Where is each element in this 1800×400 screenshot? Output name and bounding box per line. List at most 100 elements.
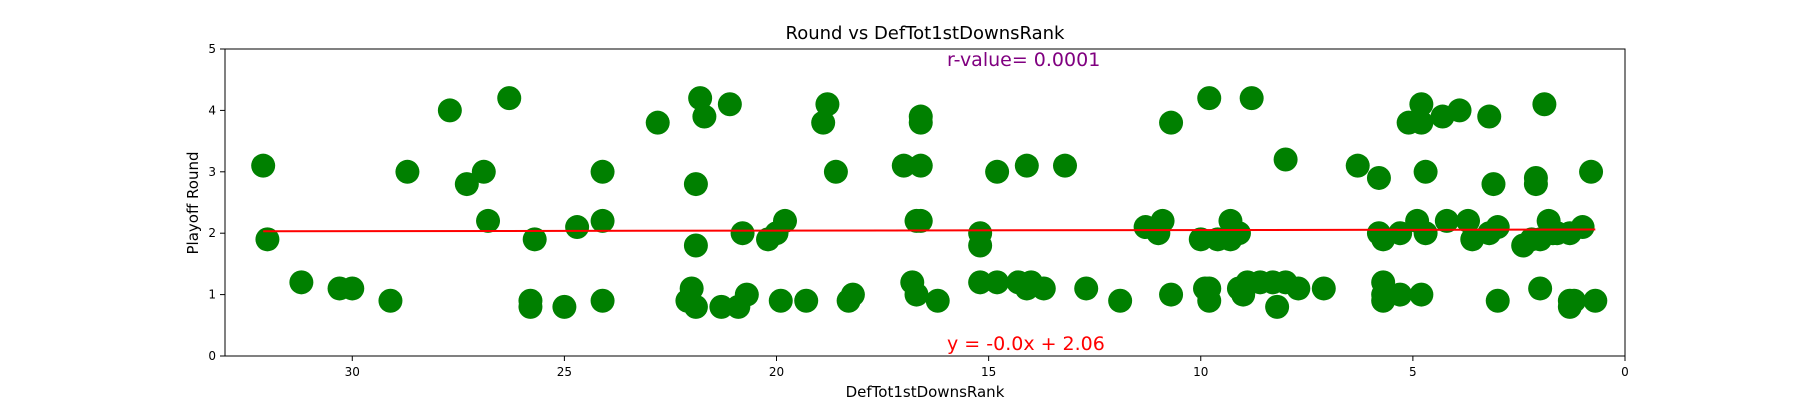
scatter-point <box>1409 92 1434 117</box>
scatter-point <box>645 110 670 135</box>
scatter-point <box>1197 288 1222 313</box>
scatter-point <box>768 288 793 313</box>
scatter-point <box>1366 165 1391 190</box>
scatter-point <box>925 288 950 313</box>
scatter-point <box>1388 221 1413 246</box>
scatter-point <box>289 270 314 295</box>
scatter-point <box>565 215 590 240</box>
axes-frame <box>224 48 1626 357</box>
scatter-point <box>1456 208 1481 233</box>
scatter-point <box>1311 276 1336 301</box>
scatter-point <box>683 172 708 197</box>
y-tick-label: 0 <box>208 349 216 363</box>
y-tick-label: 5 <box>208 42 216 56</box>
scatter-point <box>811 110 836 135</box>
scatter-point <box>1286 276 1311 301</box>
scatter-point <box>590 288 615 313</box>
y-tick-label: 1 <box>208 288 216 302</box>
scatter-point <box>679 276 704 301</box>
regression-equation: y = -0.0x + 2.06 <box>947 333 1105 355</box>
scatter-point <box>1447 98 1472 123</box>
scatter-point <box>823 159 848 184</box>
regression-line <box>263 228 1596 233</box>
scatter-point <box>794 288 819 313</box>
scatter-point <box>688 86 713 111</box>
scatter-point <box>476 208 501 233</box>
scatter-point <box>1150 208 1175 233</box>
scatter-point <box>968 233 993 258</box>
scatter-point <box>1159 110 1184 135</box>
scatter-point <box>683 233 708 258</box>
chart-title: Round vs DefTot1stDownsRank <box>786 23 1066 44</box>
scatter-point <box>590 208 615 233</box>
scatter-point <box>1188 227 1213 252</box>
x-tick-label: 15 <box>981 365 996 379</box>
plot-area: 30 25 20 15 10 5 0 0 1 2 3 4 5 <box>208 42 1628 379</box>
scatter-point <box>1413 221 1438 246</box>
y-tick-label: 4 <box>208 103 216 117</box>
scatter-point <box>1014 153 1039 178</box>
scatter-point <box>683 294 708 319</box>
scatter-point <box>1434 208 1459 233</box>
scatter-point <box>1053 153 1077 178</box>
scatter-point <box>1583 288 1608 313</box>
scatter-point <box>734 282 759 307</box>
scatter-point <box>908 153 933 178</box>
scatter-point <box>1226 221 1251 246</box>
scatter-point <box>1388 282 1413 307</box>
scatter-point <box>1485 288 1510 313</box>
scatter-point <box>454 172 479 197</box>
scatter-point <box>1074 276 1099 301</box>
scatter-point <box>773 208 797 233</box>
x-axis-label: DefTot1stDownsRank <box>846 383 1005 400</box>
x-tick-label: 20 <box>769 365 784 379</box>
scatter-point <box>378 288 403 313</box>
scatter-point <box>985 159 1010 184</box>
x-tick-label: 0 <box>1621 365 1629 379</box>
y-tick-label: 3 <box>208 165 216 179</box>
x-tick-label: 5 <box>1409 365 1417 379</box>
scatter-point <box>717 92 742 117</box>
scatter-point <box>1562 288 1587 313</box>
scatter-point <box>840 282 865 307</box>
scatter-point <box>1413 159 1438 184</box>
scatter-point <box>395 159 420 184</box>
scatter-point <box>552 294 577 319</box>
scatter-point <box>730 221 755 246</box>
scatter-point <box>522 227 547 252</box>
scatter-point <box>904 282 929 307</box>
y-axis-label: Playoff Round <box>184 151 202 254</box>
y-tick-label: 2 <box>208 226 216 240</box>
scatter-point <box>1523 172 1548 197</box>
x-axis-ticks: 30 25 20 15 10 5 0 <box>345 356 1629 379</box>
scatter-point <box>1570 215 1595 240</box>
scatter-point <box>908 208 933 233</box>
scatter-point <box>1528 276 1553 301</box>
scatter-point <box>692 104 717 129</box>
scatter-point <box>1265 294 1290 319</box>
scatter-point <box>1345 153 1370 178</box>
scatter-point <box>1197 86 1222 111</box>
scatter-points <box>251 86 1608 319</box>
scatter-point <box>497 86 522 111</box>
scatter-point <box>590 159 615 184</box>
scatter-point <box>518 294 543 319</box>
x-tick-label: 10 <box>1193 365 1208 379</box>
scatter-point <box>437 98 462 123</box>
scatter-point <box>251 153 276 178</box>
scatter-point <box>1481 172 1506 197</box>
scatter-point <box>891 153 916 178</box>
scatter-point <box>1532 92 1557 117</box>
scatter-point <box>815 92 840 117</box>
scatter-point <box>471 159 496 184</box>
scatter-point <box>1409 282 1434 307</box>
x-tick-label: 25 <box>557 365 572 379</box>
scatter-point <box>1239 86 1264 111</box>
scatter-point <box>709 294 734 319</box>
y-axis-ticks: 0 1 2 3 4 5 <box>208 42 225 363</box>
scatter-point <box>1031 276 1056 301</box>
scatter-point <box>968 270 993 295</box>
scatter-point <box>1485 215 1510 240</box>
scatter-point <box>255 227 280 252</box>
